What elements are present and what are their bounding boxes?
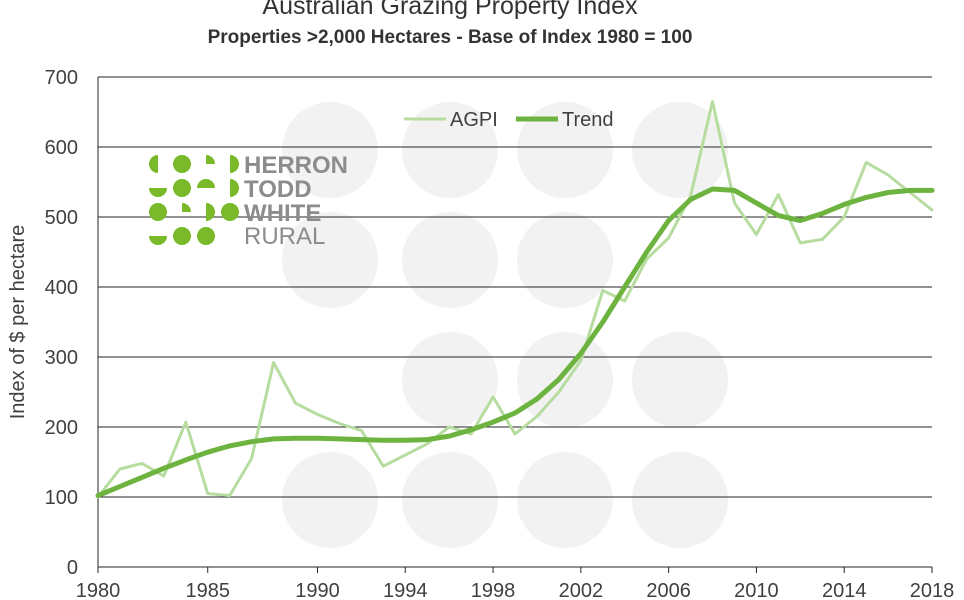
watermark-circle bbox=[517, 212, 613, 308]
y-tick-label-300: 300 bbox=[45, 347, 78, 369]
x-tick-label-2006: 2006 bbox=[646, 580, 691, 600]
chart-title: Australian Grazing Property Index bbox=[262, 0, 638, 20]
y-tick-label-700: 700 bbox=[45, 67, 78, 89]
logo-line-todd: TODD bbox=[244, 176, 312, 203]
logo-line-herron: HERRON bbox=[244, 152, 348, 179]
herron-todd-white-logo: HERRON TODD WHITE RURAL bbox=[149, 152, 348, 250]
chart-subtitle: Properties >2,000 Hectares - Base of Ind… bbox=[208, 27, 693, 48]
watermark-circle bbox=[517, 332, 613, 428]
y-tick-label-500: 500 bbox=[45, 207, 78, 229]
x-tick-label-1985: 1985 bbox=[185, 580, 230, 600]
logo-dot bbox=[230, 155, 239, 173]
logo-dot bbox=[149, 188, 167, 197]
logo-dot bbox=[173, 227, 191, 245]
logo-dot bbox=[221, 203, 239, 221]
y-axis-label: Index of $ per hectare bbox=[7, 225, 29, 420]
logo-dot bbox=[173, 179, 191, 197]
logo-line-rural: RURAL bbox=[244, 223, 325, 250]
y-tick-label-100: 100 bbox=[45, 487, 78, 509]
watermark-circle bbox=[282, 452, 378, 548]
series-line-trend bbox=[98, 189, 932, 496]
watermark-circle bbox=[517, 452, 613, 548]
watermark-circle bbox=[632, 332, 728, 428]
x-tick-label-2002: 2002 bbox=[559, 580, 604, 600]
x-tick-label-1998: 1998 bbox=[471, 580, 516, 600]
logo-dot bbox=[149, 155, 158, 173]
x-tick-label-1980: 1980 bbox=[76, 580, 121, 600]
y-axis-ticks: 0 100 200 300 400 500 600 700 bbox=[45, 67, 78, 579]
x-tick-label-1990: 1990 bbox=[295, 580, 340, 600]
legend-label-trend: Trend bbox=[562, 109, 614, 131]
herron-todd-white-dots-icon bbox=[149, 155, 239, 245]
y-tick-label-600: 600 bbox=[45, 137, 78, 159]
chart: Australian Grazing Property Index Proper… bbox=[0, 0, 964, 600]
series-group bbox=[98, 101, 932, 497]
y-tick-label-400: 400 bbox=[45, 277, 78, 299]
x-axis-ticks: 1980 1985 1990 1994 1998 2002 2006 2010 2014 2018 bbox=[76, 567, 955, 600]
watermark-pattern bbox=[282, 102, 728, 548]
series-line-agpi bbox=[98, 102, 932, 498]
logo-dot bbox=[197, 179, 215, 188]
watermark-circle bbox=[632, 452, 728, 548]
logo-dot bbox=[197, 227, 215, 245]
logo-dot bbox=[206, 203, 215, 221]
watermark-circle bbox=[402, 212, 498, 308]
x-tick-label-1994: 1994 bbox=[383, 580, 428, 600]
logo-dot bbox=[182, 203, 191, 212]
y-tick-label-0: 0 bbox=[67, 557, 78, 579]
x-tick-label-2014: 2014 bbox=[822, 580, 867, 600]
logo-dot bbox=[230, 179, 239, 197]
legend-label-agpi: AGPI bbox=[450, 109, 498, 131]
watermark-circle bbox=[632, 102, 728, 198]
x-tick-label-2018: 2018 bbox=[910, 580, 955, 600]
y-tick-label-200: 200 bbox=[45, 417, 78, 439]
logo-dot bbox=[173, 155, 191, 173]
logo-dot bbox=[149, 236, 167, 245]
logo-dot bbox=[149, 203, 167, 221]
watermark-circle bbox=[402, 452, 498, 548]
logo-dot bbox=[206, 155, 215, 164]
x-tick-label-2010: 2010 bbox=[734, 580, 779, 600]
